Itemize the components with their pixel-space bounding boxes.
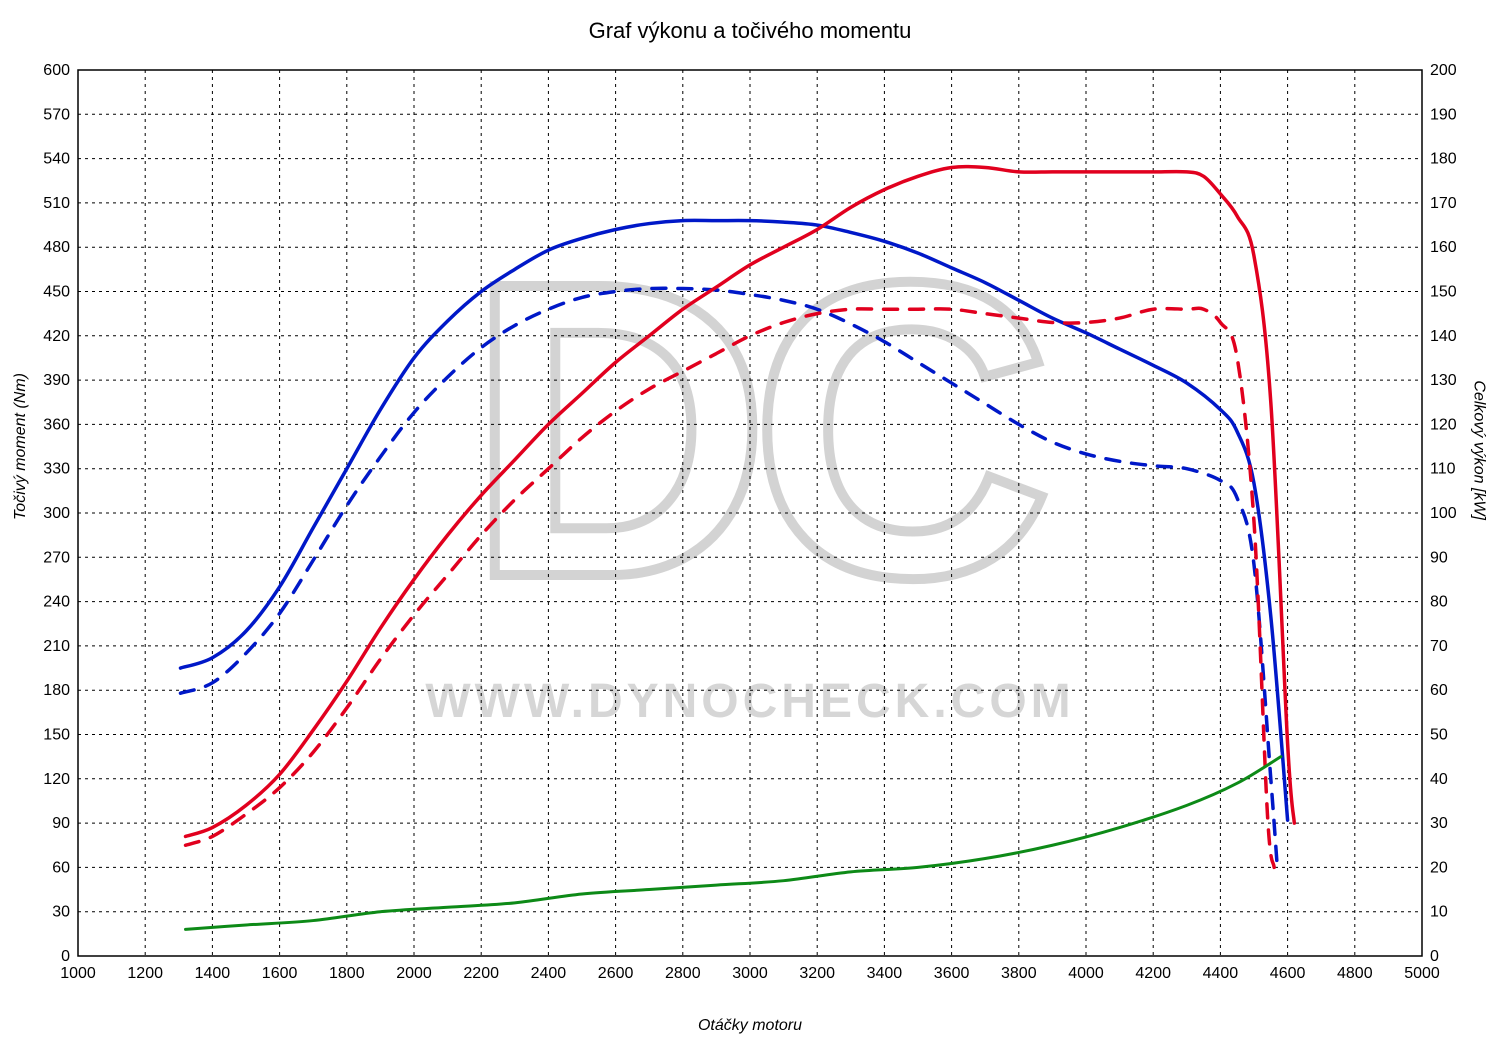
y-right-tick-label: 60 [1430, 682, 1448, 699]
x-tick-label: 5000 [1404, 965, 1440, 982]
x-tick-label: 1800 [329, 965, 365, 982]
y-left-label: Točivý moment (Nm) [12, 373, 30, 520]
y-left-tick-label: 270 [43, 549, 70, 566]
x-tick-label: 1200 [127, 965, 163, 982]
x-tick-label: 2200 [463, 965, 499, 982]
x-tick-label: 2400 [531, 965, 567, 982]
y-right-tick-label: 160 [1430, 239, 1457, 256]
y-left-tick-label: 570 [43, 106, 70, 123]
watermark-logo: DC [467, 196, 1046, 665]
y-right-tick-label: 100 [1430, 505, 1457, 522]
y-left-tick-label: 600 [43, 62, 70, 79]
x-tick-label: 3000 [732, 965, 768, 982]
x-tick-label: 4200 [1135, 965, 1171, 982]
y-right-tick-label: 90 [1430, 549, 1448, 566]
y-right-label: Celkový výkon [kW] [1470, 380, 1488, 520]
x-tick-label: 1400 [195, 965, 231, 982]
x-tick-label: 4800 [1337, 965, 1373, 982]
x-tick-label: 1600 [262, 965, 298, 982]
y-right-tick-label: 180 [1430, 151, 1457, 168]
y-left-tick-label: 60 [52, 859, 70, 876]
y-right-tick-label: 30 [1430, 815, 1448, 832]
y-left-tick-label: 480 [43, 239, 70, 256]
y-right-tick-label: 50 [1430, 727, 1448, 744]
y-right-tick-label: 110 [1430, 461, 1456, 478]
x-tick-label: 2600 [598, 965, 634, 982]
y-left-tick-label: 510 [43, 195, 70, 212]
x-tick-label: 4000 [1068, 965, 1104, 982]
y-left-tick-label: 390 [43, 372, 70, 389]
y-left-tick-label: 90 [52, 815, 70, 832]
y-left-tick-label: 120 [43, 771, 70, 788]
y-right-tick-label: 80 [1430, 594, 1448, 611]
y-left-tick-label: 300 [43, 505, 70, 522]
chart-container: Graf výkonu a točivého momentu DCWWW.DYN… [0, 0, 1500, 1041]
x-tick-label: 3600 [934, 965, 970, 982]
y-right-tick-label: 40 [1430, 771, 1448, 788]
x-axis-label: Otáčky motoru [0, 1017, 1500, 1035]
y-left-tick-label: 150 [43, 727, 70, 744]
y-left-tick-label: 450 [43, 284, 70, 301]
y-left-tick-label: 210 [43, 638, 70, 655]
x-tick-label: 4400 [1203, 965, 1239, 982]
y-left-tick-label: 30 [52, 904, 70, 921]
x-tick-label: 3200 [799, 965, 835, 982]
y-right-tick-label: 10 [1430, 904, 1448, 921]
y-left-tick-label: 330 [43, 461, 70, 478]
y-right-tick-label: 120 [1430, 416, 1457, 433]
y-left-tick-label: 420 [43, 328, 70, 345]
dyno-chart: DCWWW.DYNOCHECK.COM100012001400160018002… [0, 0, 1500, 1041]
x-tick-label: 2000 [396, 965, 432, 982]
y-right-tick-label: 150 [1430, 284, 1457, 301]
y-left-tick-label: 240 [43, 594, 70, 611]
y-left-tick-label: 180 [43, 682, 70, 699]
y-right-tick-label: 140 [1430, 328, 1457, 345]
y-left-tick-label: 540 [43, 151, 70, 168]
y-left-tick-label: 0 [61, 948, 70, 965]
y-left-tick-label: 360 [43, 416, 70, 433]
y-right-tick-label: 200 [1430, 62, 1457, 79]
x-tick-label: 2800 [665, 965, 701, 982]
y-right-tick-label: 70 [1430, 638, 1448, 655]
y-right-tick-label: 170 [1430, 195, 1457, 212]
x-tick-label: 3400 [867, 965, 903, 982]
y-right-tick-label: 130 [1430, 372, 1457, 389]
x-tick-label: 1000 [60, 965, 96, 982]
y-right-tick-label: 20 [1430, 859, 1448, 876]
x-tick-label: 4600 [1270, 965, 1306, 982]
y-right-tick-label: 0 [1430, 948, 1439, 965]
y-right-tick-label: 190 [1430, 106, 1457, 123]
x-tick-label: 3800 [1001, 965, 1037, 982]
